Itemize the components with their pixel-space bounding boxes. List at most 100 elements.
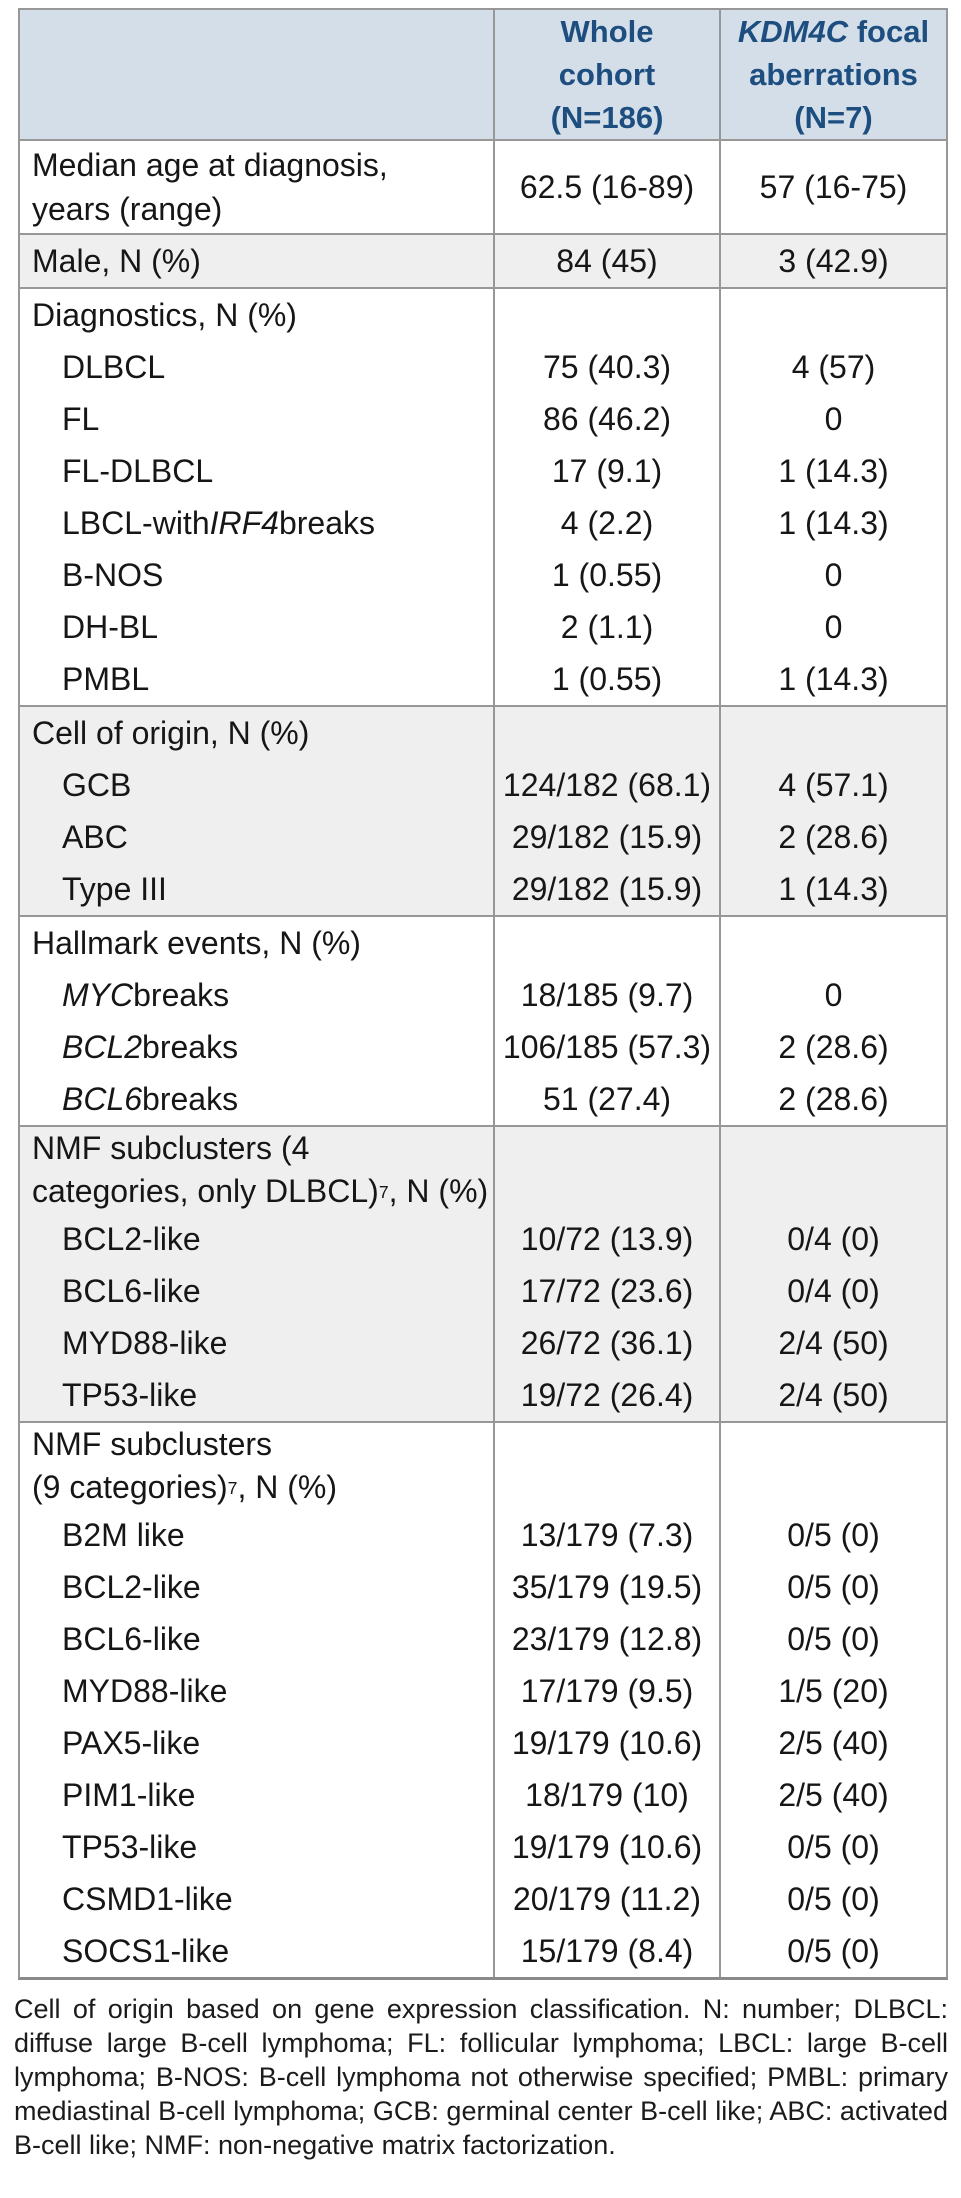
header-whole-line1: Whole (560, 14, 654, 49)
section-title-line2: (9 categories) 7, N (%) (32, 1469, 337, 1505)
row-label: PMBL (62, 660, 150, 697)
row-value: 0/5 (0) (787, 1620, 880, 1657)
section-title: Cell of origin, N (%) (32, 714, 310, 751)
row-label: LBCL-with IRF4 breaks (20, 497, 493, 549)
section-title-line2: categories, only DLBCL) 7, N (%) (32, 1173, 489, 1209)
row-value: 0/5 (0) (787, 1828, 880, 1865)
section-cell-of-origin: Cell of origin, N (%) GCB ABC Type III 1… (20, 705, 946, 915)
row-value: 0/4 (0) (787, 1272, 880, 1309)
row-value: 0 (824, 400, 843, 437)
header-kdm4c-rest: focal (848, 14, 930, 49)
bcl2-gene-name: BCL2 (62, 1028, 143, 1065)
row-label: years (range) (32, 190, 223, 227)
row-label: BCL2-like (62, 1568, 201, 1605)
row-value: 18/185 (9.7) (520, 976, 694, 1013)
row-value: 0/5 (0) (787, 1880, 880, 1917)
section-title: Hallmark events, N (%) (32, 924, 361, 961)
row-value: 2 (1.1) (560, 608, 654, 645)
row-value: 19/179 (10.6) (511, 1724, 703, 1761)
row-value: 62.5 (16-89) (493, 141, 719, 233)
row-value: 106/185 (57.3) (502, 1028, 712, 1065)
row-label: B-NOS (62, 556, 164, 593)
row-label: BCL6 breaks (20, 1073, 493, 1125)
section-nmf-9-categories: NMF subclusters (9 categories) 7, N (%) B… (20, 1421, 946, 1977)
row-value: 10/72 (13.9) (520, 1220, 694, 1257)
row-value: 124/182 (68.1) (502, 766, 712, 803)
row-value: 0 (824, 556, 843, 593)
row-male: Male, N (%) 84 (45) 3 (42.9) (20, 233, 946, 287)
row-label: FL (62, 400, 100, 437)
row-value: 17 (9.1) (551, 452, 663, 489)
row-value: 29/182 (15.9) (511, 870, 703, 907)
section-diagnostics: Diagnostics, N (%) DLBCL FL FL-DLBCL LBC… (20, 287, 946, 705)
section-title: Diagnostics, N (%) (32, 296, 297, 333)
row-label: BCL6-like (62, 1272, 201, 1309)
header-empty-cell (20, 10, 493, 139)
title-text: , N (%) (388, 1173, 489, 1209)
header-whole-line2: cohort (558, 57, 656, 92)
row-value: 2/5 (40) (778, 1776, 889, 1813)
row-value: 29/182 (15.9) (511, 818, 703, 855)
row-value: 0/5 (0) (787, 1516, 880, 1553)
table-header-row: Whole cohort (N=186) KDM4C focal aberrat… (20, 10, 946, 139)
row-value: 0/5 (0) (787, 1568, 880, 1605)
row-value: 19/72 (26.4) (520, 1376, 694, 1413)
row-label: B2M like (62, 1516, 185, 1553)
title-text: categories, only DLBCL) (32, 1173, 379, 1209)
row-value: 1 (14.3) (778, 504, 889, 541)
row-value: 17/179 (9.5) (520, 1672, 694, 1709)
row-label: PAX5-like (62, 1724, 201, 1761)
row-label: TP53-like (62, 1376, 198, 1413)
label-text: breaks (142, 1028, 239, 1065)
row-value: 0 (824, 976, 843, 1013)
row-label: PIM1-like (62, 1776, 196, 1813)
row-label: FL-DLBCL (62, 452, 214, 489)
row-value: 15/179 (8.4) (520, 1932, 694, 1969)
myc-gene-name: MYC (62, 976, 134, 1013)
header-kdm4c-line3: (N=7) (794, 100, 873, 135)
row-label: GCB (62, 766, 132, 803)
row-value: 0 (824, 608, 843, 645)
row-value: 51 (27.4) (542, 1080, 672, 1117)
row-label: TP53-like (62, 1828, 198, 1865)
row-value: 17/72 (23.6) (520, 1272, 694, 1309)
row-label: Type III (62, 870, 167, 907)
row-label: Male, N (%) (32, 242, 201, 279)
row-value: 84 (45) (556, 242, 658, 279)
row-value: 1 (0.55) (551, 556, 663, 593)
header-kdm4c-line1: KDM4C focal (738, 10, 929, 53)
patient-characteristics-table: Whole cohort (N=186) KDM4C focal aberrat… (18, 8, 948, 1980)
row-label: BCL6-like (62, 1620, 201, 1657)
section-nmf-4-categories: NMF subclusters (4 categories, only DLBC… (20, 1125, 946, 1421)
section-title-line1: NMF subclusters (32, 1426, 273, 1462)
row-value: 23/179 (12.8) (511, 1620, 703, 1657)
row-label: MYC breaks (20, 969, 493, 1021)
kdm4c-gene-name: KDM4C (737, 14, 849, 49)
title-text: (9 categories) (32, 1469, 228, 1505)
row-label: Median age at diagnosis, (32, 146, 388, 183)
row-label: BCL2 breaks (20, 1021, 493, 1073)
row-value: 35/179 (19.5) (511, 1568, 703, 1605)
row-value: 2 (28.6) (778, 1080, 889, 1117)
median-age-label-cell: Median age at diagnosis, years (range) (20, 141, 493, 233)
row-value: 1 (14.3) (778, 870, 889, 907)
row-value: 13/179 (7.3) (520, 1516, 694, 1553)
row-label: SOCS1-like (62, 1932, 230, 1969)
row-value: 4 (57) (791, 348, 876, 385)
row-value: 1 (14.3) (778, 452, 889, 489)
row-label: BCL2-like (62, 1220, 201, 1257)
section-title-line1: NMF subclusters (4 (32, 1130, 310, 1166)
section-hallmark-events: Hallmark events, N (%) MYC breaks BCL2 b… (20, 915, 946, 1125)
row-value: 19/179 (10.6) (511, 1828, 703, 1865)
title-text: , N (%) (237, 1469, 337, 1505)
row-label: ABC (62, 818, 128, 855)
row-value: 2/5 (40) (778, 1724, 889, 1761)
row-value: 75 (40.3) (542, 348, 672, 385)
label-text: breaks (142, 1080, 239, 1117)
irf4-gene-name: IRF4 (209, 504, 279, 541)
row-value: 1/5 (20) (778, 1672, 889, 1709)
row-label: MYD88-like (62, 1324, 228, 1361)
row-value: 4 (2.2) (560, 504, 654, 541)
header-whole-cohort: Whole cohort (N=186) (493, 10, 719, 139)
table-footnote: Cell of origin based on gene expression … (14, 1994, 948, 2160)
